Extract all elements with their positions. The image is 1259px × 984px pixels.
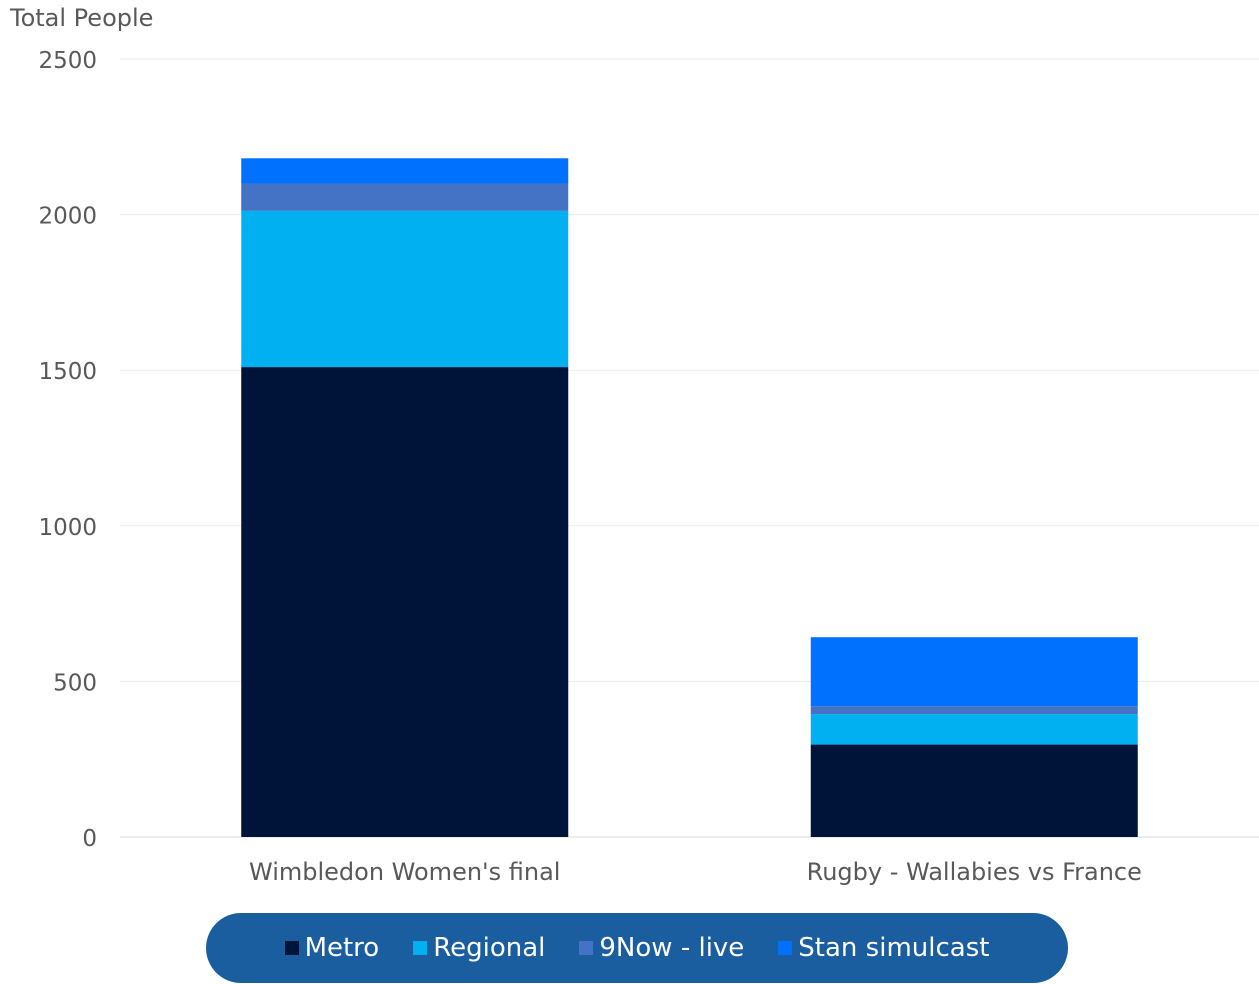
bar-segment-stan-simulcast <box>810 637 1138 707</box>
legend-swatch-metro <box>284 941 299 955</box>
bar-segment-regional <box>241 210 569 368</box>
x-tick-label: Rugby - Wallabies vs France <box>807 858 1142 886</box>
bar-segment-regional <box>810 714 1138 745</box>
legend-label-9now-live: 9Now - live <box>599 933 745 963</box>
y-tick-label: 1000 <box>38 515 97 541</box>
legend-label-stan-simulcast: Stan simulcast <box>798 933 990 963</box>
bar-segment-metro <box>810 744 1138 837</box>
x-tick-label: Wimbledon Women's final <box>249 858 560 886</box>
legend-item-regional: Regional <box>413 933 545 963</box>
stacked-bar-chart: 0 500 1000 1500 2000 2500 Wimbledon Women's fi… <box>38 48 1259 886</box>
bar-segment-stan-simulcast <box>241 158 569 184</box>
legend-label-regional: Regional <box>433 933 546 963</box>
y-tick-label: 2500 <box>38 48 97 74</box>
legend-swatch-stan-simulcast <box>778 941 793 955</box>
y-tick-label: 500 <box>53 670 97 696</box>
legend-item-metro: Metro <box>284 933 380 963</box>
legend-item-stan-simulcast: Stan simulcast <box>778 933 989 963</box>
bar-segment-metro <box>241 367 569 837</box>
bar-segment-9now-live <box>241 183 569 211</box>
bar-segment-9now-live <box>810 706 1138 715</box>
y-tick-label: 1500 <box>38 359 97 385</box>
legend-swatch-9now-live <box>579 941 594 955</box>
y-axis-title: Total People <box>10 4 154 32</box>
y-tick-label: 0 <box>82 826 97 852</box>
legend-item-9now-live: 9Now - live <box>579 933 744 963</box>
chart-legend: Metro Regional 9Now - live Stan simulcas… <box>206 913 1068 983</box>
y-tick-label: 2000 <box>38 204 97 230</box>
legend-label-metro: Metro <box>304 933 380 963</box>
legend-swatch-regional <box>413 941 428 955</box>
